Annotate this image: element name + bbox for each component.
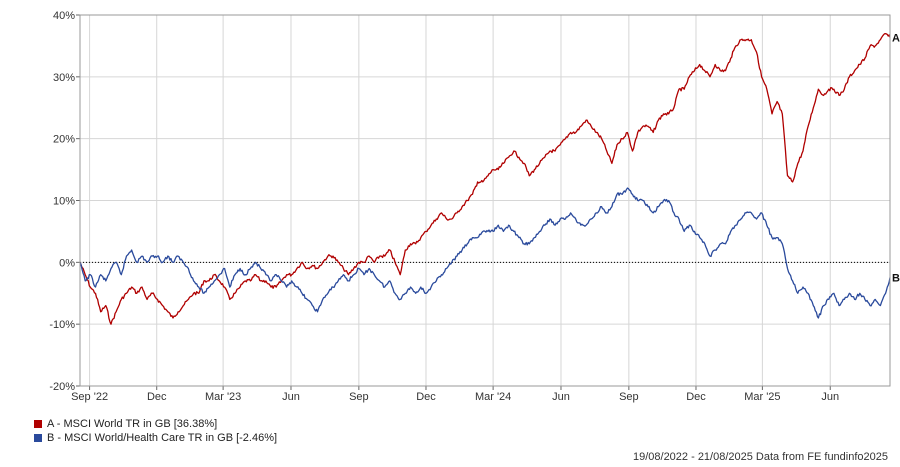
legend-swatch-a bbox=[34, 420, 42, 428]
footer-date-range: 19/08/2022 - 21/08/2025 Data from FE fun… bbox=[632, 451, 888, 463]
x-tick-label: Jun bbox=[552, 391, 570, 403]
y-axis: 40% 30% 20% 10% 0% -10% -20% bbox=[49, 10, 80, 393]
legend-label-a: A - MSCI World TR in GB [36.38%] bbox=[47, 418, 218, 430]
x-tick-label: Dec bbox=[686, 391, 706, 403]
x-tick-label: Jun bbox=[821, 391, 839, 403]
y-tick-label: 30% bbox=[53, 72, 75, 84]
legend-swatch-b bbox=[34, 434, 42, 442]
legend-label-b: B - MSCI World/Health Care TR in GB [-2.… bbox=[47, 432, 278, 444]
line-chart: 40% 30% 20% 10% 0% -10% -20% Sep '22 Dec Mar '23… bbox=[49, 10, 900, 403]
legend: A - MSCI World TR in GB [36.38%] B - MSC… bbox=[34, 417, 277, 445]
x-tick-label: Dec bbox=[147, 391, 167, 403]
y-tick-label: -10% bbox=[49, 319, 75, 331]
series-layer: AB bbox=[79, 32, 900, 325]
legend-item-b: B - MSCI World/Health Care TR in GB [-2.… bbox=[34, 431, 277, 445]
plot-frame bbox=[79, 14, 891, 387]
grid-lines bbox=[80, 14, 890, 387]
x-tick-label: Mar '25 bbox=[744, 391, 780, 403]
y-tick-label: 10% bbox=[53, 196, 75, 208]
x-tick-label: Sep '22 bbox=[71, 391, 108, 403]
y-tick-label: 0% bbox=[59, 257, 75, 269]
series-line-a bbox=[79, 32, 891, 325]
legend-item-a: A - MSCI World TR in GB [36.38%] bbox=[34, 417, 277, 431]
x-tick-label: Sep bbox=[619, 391, 639, 403]
x-tick-label: Dec bbox=[416, 391, 436, 403]
y-tick-label: -20% bbox=[49, 381, 75, 393]
x-tick-label: Mar '23 bbox=[205, 391, 241, 403]
y-tick-label: 20% bbox=[53, 134, 75, 146]
x-tick-label: Mar '24 bbox=[475, 391, 511, 403]
x-axis: Sep '22 Dec Mar '23 Jun Sep Dec Mar '24 Jun Sep D… bbox=[71, 386, 839, 403]
x-tick-label: Sep bbox=[349, 391, 369, 403]
y-tick-label: 40% bbox=[53, 10, 75, 22]
x-tick-label: Jun bbox=[282, 391, 300, 403]
series-line-b bbox=[79, 187, 891, 319]
series-end-label-b: B bbox=[892, 273, 900, 285]
series-end-label-a: A bbox=[892, 32, 900, 44]
